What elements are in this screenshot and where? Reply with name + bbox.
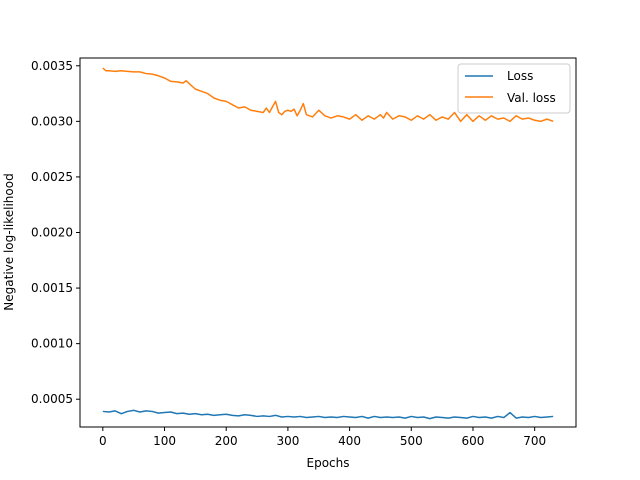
legend-label-val-loss: Val. loss xyxy=(507,91,556,105)
y-tick-label: 0.0010 xyxy=(31,337,73,351)
y-tick-label: 0.0015 xyxy=(31,281,73,295)
x-tick-label: 600 xyxy=(462,434,485,448)
y-tick-label: 0.0020 xyxy=(31,225,73,239)
y-axis: 0.0005 0.0010 0.0015 0.0020 0.0025 0.0030 0.00… xyxy=(31,59,80,406)
y-tick-label: 0.0030 xyxy=(31,114,73,128)
series-line-val-loss xyxy=(102,67,554,123)
y-tick-label: 0.0025 xyxy=(31,170,73,184)
x-tick-label: 500 xyxy=(400,434,423,448)
x-axis: 0 100 200 300 400 500 600 700 xyxy=(99,427,546,448)
x-tick-label: 100 xyxy=(153,434,176,448)
plot-frame xyxy=(79,57,577,428)
x-tick-label: 700 xyxy=(523,434,546,448)
series-layer xyxy=(102,67,554,420)
x-tick-label: 0 xyxy=(99,434,107,448)
legend: Loss Val. loss xyxy=(457,63,571,114)
x-axis-label: Epochs xyxy=(307,456,350,470)
x-tick-label: 200 xyxy=(215,434,238,448)
series-line-loss xyxy=(102,409,554,420)
y-tick-label: 0.0035 xyxy=(31,59,73,73)
x-tick-label: 400 xyxy=(338,434,361,448)
x-tick-label: 300 xyxy=(276,434,299,448)
y-axis-label: Negative log-likelihood xyxy=(2,173,16,310)
y-tick-label: 0.0005 xyxy=(31,392,73,406)
legend-label-loss: Loss xyxy=(507,69,533,83)
